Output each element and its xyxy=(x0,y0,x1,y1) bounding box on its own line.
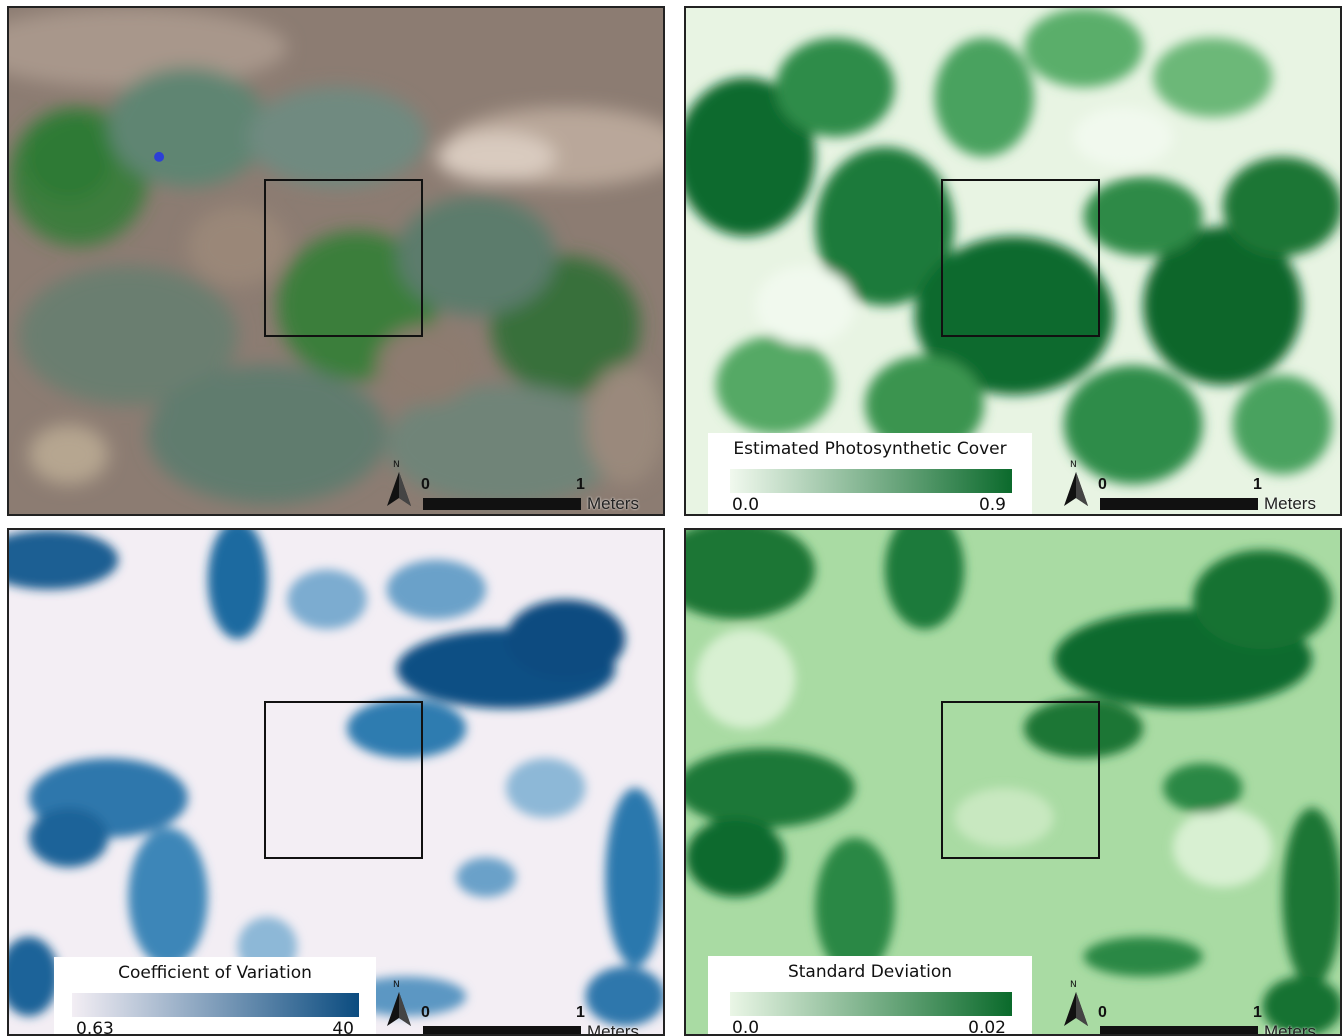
legend-min-label: 0.0 xyxy=(732,1018,760,1036)
photosynthetic-cover-panel: Estimated Photosynthetic Cover 0.0 0.9 N… xyxy=(684,6,1342,516)
scale-start-label: 0 xyxy=(421,1004,430,1021)
legend-title: Estimated Photosynthetic Cover xyxy=(733,439,1007,459)
legend-max-label: 0.02 xyxy=(968,1018,1006,1036)
scale-bar: 0 1 Meters xyxy=(1098,476,1338,514)
legend-min-label: 0.0 xyxy=(732,495,760,515)
scale-bar: 0 1 Meters xyxy=(421,476,661,514)
legend-title: Coefficient of Variation xyxy=(118,963,312,983)
photosynthetic-cover-map xyxy=(686,8,1340,514)
north-label: N xyxy=(393,980,400,990)
north-label: N xyxy=(1070,980,1077,990)
north-label: N xyxy=(393,460,400,470)
standard-deviation-panel: Standard Deviation 0.0 0.02 N 0 1 Meters xyxy=(684,528,1342,1036)
scale-unit-label: Meters xyxy=(1264,494,1316,513)
scale-end-label: 1 xyxy=(1253,1004,1262,1021)
north-arrow: N xyxy=(385,980,415,1028)
scale-bar-segment xyxy=(423,1026,581,1034)
region-of-interest-box xyxy=(941,701,1100,859)
scale-unit-label: Meters xyxy=(1264,1022,1316,1036)
legend-title: Standard Deviation xyxy=(787,962,953,982)
north-arrow: N xyxy=(1062,460,1092,508)
standard-deviation-legend: Standard Deviation 0.0 0.02 xyxy=(708,956,1032,1036)
north-arrow: N xyxy=(385,460,415,508)
region-of-interest-box xyxy=(941,179,1100,337)
legend-min-label: 0.63 xyxy=(76,1019,114,1036)
legend-color-ramp xyxy=(72,993,359,1017)
scale-end-label: 1 xyxy=(576,1004,585,1021)
legend-color-ramp xyxy=(730,469,1012,493)
scale-unit-label: Meters xyxy=(587,494,639,513)
scale-unit-label: Meters xyxy=(587,1022,639,1036)
scale-bar: 0 1 Meters xyxy=(421,1004,661,1036)
scale-end-label: 1 xyxy=(1253,476,1262,493)
rgb-image xyxy=(9,8,663,514)
coefficient-of-variation-map xyxy=(9,530,663,1034)
legend-max-label: 40 xyxy=(332,1019,354,1036)
scale-bar-segment xyxy=(1100,1026,1258,1034)
rgb-image-panel: N 0 1 Meters xyxy=(7,6,665,516)
scale-bar-segment xyxy=(1100,498,1258,510)
standard-deviation-map xyxy=(686,530,1340,1034)
scale-start-label: 0 xyxy=(1098,1004,1107,1021)
coefficient-of-variation-legend: Coefficient of Variation 0.63 40 xyxy=(54,957,376,1036)
region-of-interest-box xyxy=(264,701,423,859)
legend-color-ramp xyxy=(730,992,1012,1016)
scale-start-label: 0 xyxy=(1098,476,1107,493)
photosynthetic-cover-legend: Estimated Photosynthetic Cover 0.0 0.9 xyxy=(708,433,1032,515)
region-of-interest-box xyxy=(264,179,423,337)
north-label: N xyxy=(1070,460,1077,470)
north-arrow: N xyxy=(1062,980,1092,1028)
coefficient-of-variation-panel: Coefficient of Variation 0.63 40 N 0 1 M… xyxy=(7,528,665,1036)
legend-max-label: 0.9 xyxy=(978,495,1006,515)
scale-bar: 0 1 Meters xyxy=(1098,1004,1338,1036)
scale-start-label: 0 xyxy=(421,476,430,493)
scale-end-label: 1 xyxy=(576,476,585,493)
scale-bar-segment xyxy=(423,498,581,510)
